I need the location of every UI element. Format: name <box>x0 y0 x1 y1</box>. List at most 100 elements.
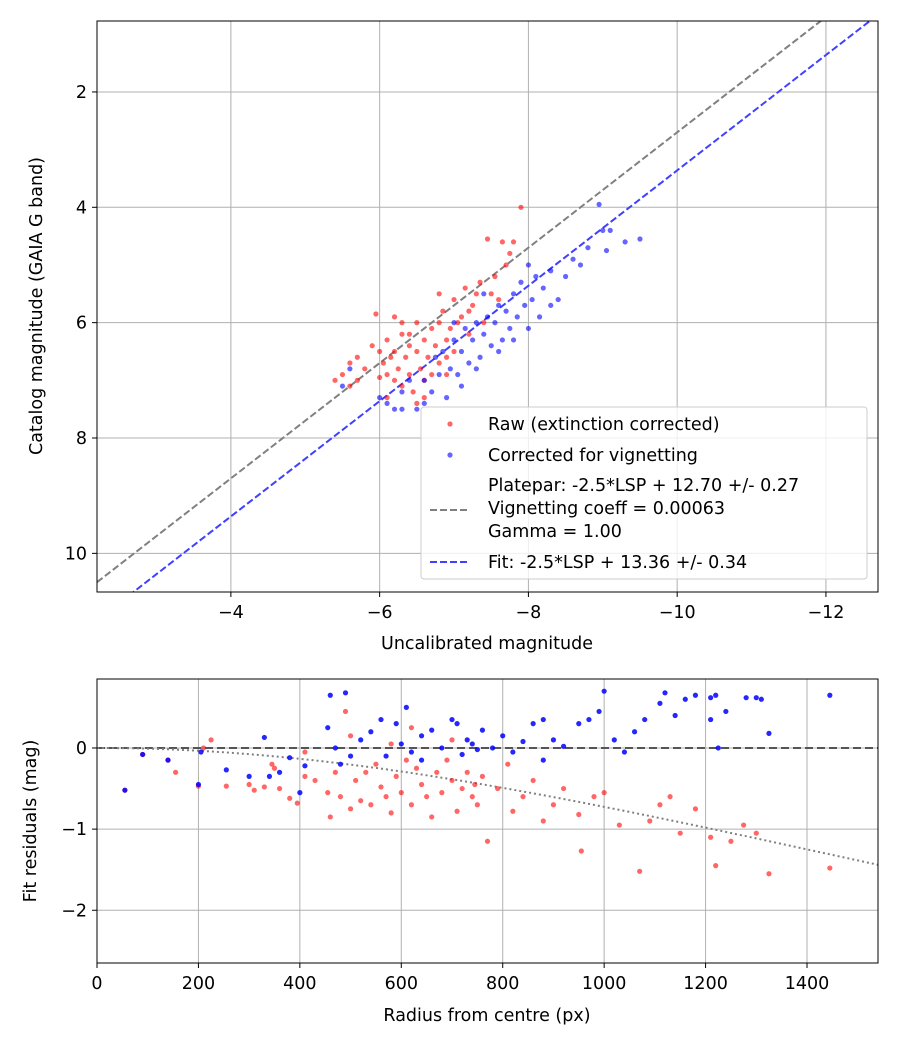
corrected-residual-point <box>223 767 229 773</box>
bottom-reference-lines <box>97 746 878 866</box>
raw-residual-point <box>439 790 445 796</box>
corrected-residual-point <box>429 727 435 733</box>
raw-residual-point <box>444 757 450 763</box>
corrected-residual-point <box>723 708 729 715</box>
corrected-residual-point <box>682 696 688 702</box>
corrected-point <box>421 400 427 406</box>
corrected-point <box>436 371 442 378</box>
raw-residual-point <box>347 806 354 812</box>
raw-residual-point <box>520 794 526 800</box>
raw-residual-point <box>766 871 772 877</box>
raw-point <box>436 320 442 326</box>
corrected-residual-point <box>393 721 399 727</box>
corrected-residual-point <box>489 745 496 751</box>
corrected-point <box>525 262 532 268</box>
corrected-point <box>458 383 465 389</box>
raw-point <box>507 250 513 257</box>
corrected-point <box>514 314 520 320</box>
raw-point <box>473 291 479 297</box>
raw-point <box>399 320 405 326</box>
raw-residual-point <box>337 794 344 800</box>
raw-point <box>391 377 398 383</box>
raw-point <box>462 285 468 291</box>
corrected-residual-point <box>576 721 582 727</box>
top-x-axis-label: Uncalibrated magnitude <box>381 634 593 654</box>
raw-point <box>425 354 431 360</box>
corrected-residual-point <box>358 737 364 743</box>
corrected-residual-point <box>398 741 404 747</box>
raw-point <box>388 354 394 360</box>
raw-point <box>399 331 405 337</box>
corrected-residual-point <box>261 734 267 741</box>
raw-residual-point <box>358 798 364 804</box>
raw-residual-point <box>677 830 683 836</box>
corrected-point <box>607 227 613 233</box>
raw-point <box>332 377 338 383</box>
corrected-residual-point <box>266 773 273 779</box>
corrected-point <box>540 285 546 291</box>
raw-residual-point <box>378 784 384 790</box>
raw-residual-point <box>578 848 584 854</box>
corrected-residual-point <box>715 745 721 751</box>
corrected-point <box>492 320 498 326</box>
raw-residual-point <box>208 737 214 743</box>
corrected-point <box>443 395 450 401</box>
raw-residual-point <box>287 795 293 801</box>
corrected-residual-point <box>642 716 648 723</box>
legend-raw-label: Raw (extinction corrected) <box>488 415 720 435</box>
legend-raw-marker <box>447 421 453 427</box>
corrected-point <box>414 406 420 412</box>
legend-platepar-label: Platepar: -2.5*LSP + 12.70 +/- 0.27 <box>488 476 799 496</box>
raw-residual-point <box>464 769 470 775</box>
raw-point <box>458 314 465 320</box>
corrected-point <box>596 201 602 208</box>
corrected-point <box>484 314 491 320</box>
raw-point <box>403 354 409 360</box>
legend-corrected-marker <box>447 452 453 458</box>
corrected-point <box>510 337 517 343</box>
corrected-residual-point <box>621 749 628 755</box>
raw-residual-point <box>373 761 379 767</box>
raw-point <box>362 366 368 372</box>
raw-residual-point <box>708 834 714 840</box>
corrected-point <box>585 245 591 251</box>
raw-residual-point <box>647 818 653 824</box>
corrected-residual-point <box>540 716 546 723</box>
raw-residual-point <box>312 777 318 784</box>
raw-point <box>406 343 412 349</box>
raw-point <box>384 337 390 343</box>
corrected-point <box>555 296 561 303</box>
raw-residual-point <box>368 802 374 808</box>
raw-residual-point <box>408 802 415 808</box>
raw-residual-point <box>353 777 359 784</box>
corrected-point <box>377 395 383 401</box>
raw-point <box>429 371 435 378</box>
raw-point <box>440 308 446 314</box>
corrected-residual-point <box>708 716 714 723</box>
bottom-axes-frame <box>96 678 879 964</box>
raw-residual-point <box>449 777 455 784</box>
top-x-ticks: −4 −6 −8 −10 −12 <box>218 592 844 623</box>
bottom-x-ticks: 0 200 400 600 800 1000 1200 1400 <box>91 963 829 994</box>
raw-point <box>421 337 427 343</box>
raw-point <box>447 325 453 332</box>
corrected-residual-point <box>479 727 486 733</box>
raw-residual-point <box>560 785 567 792</box>
corrected-point <box>470 337 476 343</box>
raw-residual-point <box>388 810 394 816</box>
raw-residual-point <box>332 769 338 775</box>
raw-point <box>391 314 398 320</box>
corrected-point <box>339 383 346 389</box>
corrected-residual-point <box>383 753 389 759</box>
corrected-residual-point <box>403 704 409 711</box>
corrected-point <box>347 366 353 372</box>
raw-point <box>414 400 420 406</box>
raw-residual-point <box>347 733 354 739</box>
corrected-point <box>429 389 435 395</box>
bottom-y-axis-label: Fit residuals (mag) <box>21 740 41 903</box>
raw-residual-point <box>246 781 252 788</box>
raw-point <box>455 320 461 326</box>
raw-residual-point <box>294 800 300 806</box>
raw-point <box>410 389 416 395</box>
corrected-residual-point <box>198 749 204 755</box>
